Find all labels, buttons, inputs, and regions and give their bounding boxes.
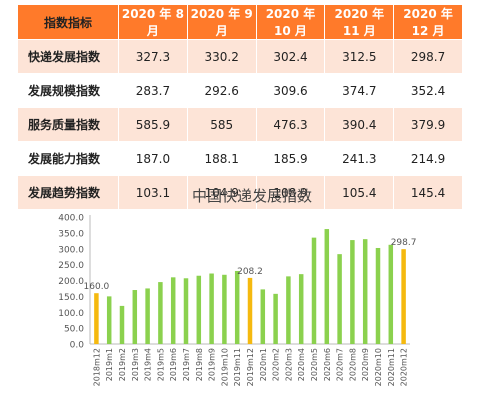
table-cell: 145.4 xyxy=(393,175,463,210)
y-tick-label: 0.0 xyxy=(70,341,85,351)
y-tick-label: 200.0 xyxy=(58,277,84,287)
bar xyxy=(324,229,330,344)
x-tick-label: 2019m3 xyxy=(131,348,140,381)
header-2020-10: 2020 年 10 月 xyxy=(255,4,326,40)
x-tick-label: 2019m6 xyxy=(169,348,178,381)
bar xyxy=(350,240,355,344)
table-cell: 214.9 xyxy=(393,141,463,176)
table-cell: 103.1 xyxy=(118,175,188,210)
data-label: 160.0 xyxy=(84,282,110,292)
row-label: 发展能力指数 xyxy=(17,141,119,176)
y-tick-label: 150.0 xyxy=(58,293,84,303)
table-row: 服务质量指数 585.9 585 476.3 390.4 379.9 xyxy=(17,107,463,142)
table-cell: 585.9 xyxy=(118,107,188,142)
bar xyxy=(158,282,163,344)
bar xyxy=(94,293,99,344)
bar xyxy=(209,273,214,344)
bar xyxy=(311,237,317,344)
bar xyxy=(401,249,406,344)
x-tick-label: 2019m2 xyxy=(118,348,127,381)
x-tick-label: 2020m9 xyxy=(361,348,370,381)
x-tick-label: 2019m10 xyxy=(220,348,229,386)
x-tick-label: 2019m7 xyxy=(182,348,191,381)
data-label: 208.2 xyxy=(237,267,263,277)
table-cell: 585 xyxy=(186,107,257,142)
header-2020-09: 2020 年 9 月 xyxy=(186,4,257,40)
x-tick-label: 2019m8 xyxy=(195,348,204,381)
bar xyxy=(286,276,291,344)
index-table: 指数指标 2020 年 8 月 2020 年 9 月 2020 年 10 月 2… xyxy=(17,4,463,210)
x-tick-label: 2020m5 xyxy=(310,348,319,381)
bar xyxy=(260,289,266,344)
header-indicator: 指数指标 xyxy=(17,4,119,40)
table-cell: 241.3 xyxy=(324,141,395,176)
bar xyxy=(337,254,342,344)
bar xyxy=(222,274,227,344)
x-tick-label: 2020m11 xyxy=(387,348,396,386)
x-tick-label: 2020m8 xyxy=(348,348,357,381)
x-tick-label: 2020m6 xyxy=(323,348,332,381)
bar xyxy=(119,305,125,344)
table-cell: 476.3 xyxy=(255,107,326,142)
bar xyxy=(273,293,278,344)
y-tick-label: 50.0 xyxy=(64,325,84,335)
bar xyxy=(234,270,240,344)
x-tick-label: 2019m11 xyxy=(233,348,242,386)
y-tick-label: 400.0 xyxy=(58,214,84,224)
bar xyxy=(298,274,304,344)
table-cell: 108.9 xyxy=(255,175,326,210)
x-tick-label: 2020m1 xyxy=(259,348,268,381)
x-tick-label: 2020m2 xyxy=(272,348,281,381)
x-tick-label: 2019m12 xyxy=(246,348,255,386)
bar xyxy=(145,288,150,344)
table-cell: 105.4 xyxy=(324,175,395,210)
table-cell: 185.9 xyxy=(255,141,326,176)
x-tick-label: 2019m5 xyxy=(156,348,165,381)
table-row: 发展能力指数 187.0 188.1 185.9 241.3 214.9 xyxy=(17,141,463,176)
bar xyxy=(247,277,253,344)
bar xyxy=(362,239,368,344)
x-tick-label: 2020m10 xyxy=(374,348,383,386)
table-cell: 374.7 xyxy=(324,73,395,108)
table-cell: 302.4 xyxy=(255,39,326,74)
table-cell: 104.9 xyxy=(186,175,257,210)
row-label: 发展规模指数 xyxy=(17,73,119,108)
x-tick-label: 2020m4 xyxy=(297,348,306,381)
bar xyxy=(132,290,138,344)
x-tick-label: 2019m4 xyxy=(144,348,153,381)
bar xyxy=(388,244,394,344)
y-tick-label: 250.0 xyxy=(58,261,84,271)
table-cell: 327.3 xyxy=(118,39,188,74)
table-cell: 390.4 xyxy=(324,107,395,142)
table-cell: 312.5 xyxy=(324,39,395,74)
table-cell: 187.0 xyxy=(118,141,188,176)
table-cell: 379.9 xyxy=(393,107,463,142)
x-tick-label: 2019m9 xyxy=(208,348,217,381)
bar xyxy=(196,275,202,344)
bar xyxy=(106,296,112,344)
bar xyxy=(170,277,176,344)
table-header-row: 指数指标 2020 年 8 月 2020 年 9 月 2020 年 10 月 2… xyxy=(17,4,463,40)
table-cell: 298.7 xyxy=(393,39,463,74)
bar xyxy=(375,247,381,344)
x-tick-label: 2020m7 xyxy=(336,348,345,381)
x-tick-label: 2019m1 xyxy=(105,348,114,381)
x-tick-label: 2018m12 xyxy=(92,348,101,386)
table-row: 发展趋势指数 103.1 104.9 108.9 105.4 145.4 xyxy=(17,175,463,210)
x-tick-label: 2020m12 xyxy=(400,348,409,386)
y-tick-label: 300.0 xyxy=(58,245,84,255)
bar xyxy=(183,278,189,344)
table-cell: 352.4 xyxy=(393,73,463,108)
row-label: 快递发展指数 xyxy=(17,39,119,74)
x-tick-label: 2020m3 xyxy=(284,348,293,381)
y-tick-label: 350.0 xyxy=(58,229,84,239)
header-2020-12: 2020 年 12 月 xyxy=(393,4,463,40)
chart-title: 中国快递发展指数 xyxy=(191,187,312,205)
row-label: 发展趋势指数 xyxy=(17,175,119,210)
data-label: 298.7 xyxy=(391,238,417,248)
y-tick-label: 100.0 xyxy=(58,309,84,319)
table-row: 快递发展指数 327.3 330.2 302.4 312.5 298.7 xyxy=(17,39,463,74)
table-row: 发展规模指数 283.7 292.6 309.6 374.7 352.4 xyxy=(17,73,463,108)
